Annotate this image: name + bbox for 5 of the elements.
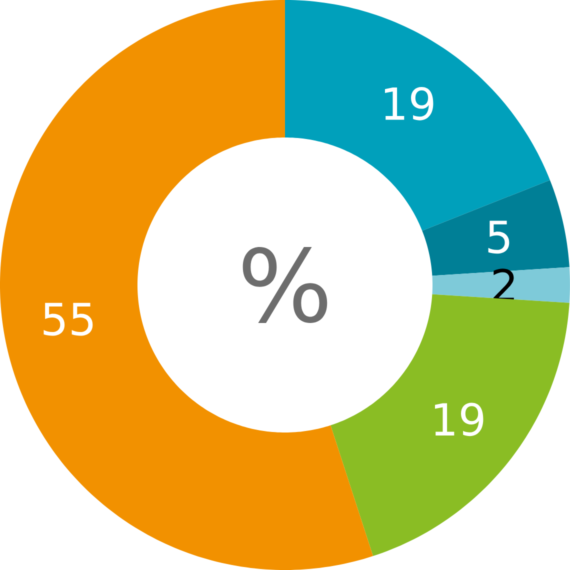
data-label: 19	[385, 86, 434, 120]
data-label: 5	[488, 220, 510, 254]
data-label: 19	[435, 402, 484, 436]
text: %	[242, 247, 328, 323]
data-label: 55	[44, 302, 93, 336]
